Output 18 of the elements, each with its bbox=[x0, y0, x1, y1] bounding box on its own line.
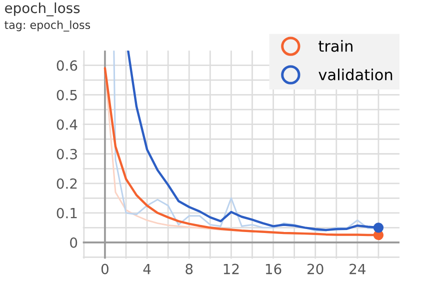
chart-title: epoch_loss bbox=[5, 2, 80, 16]
chart-subtitle: tag: epoch_loss bbox=[4, 20, 90, 32]
x-tick-label: 12 bbox=[224, 264, 239, 274]
y-tick-label: 0.4 bbox=[56, 119, 78, 130]
x-tick-label: 8 bbox=[186, 264, 193, 274]
y-tick-label: 0.2 bbox=[56, 178, 77, 189]
x-tick-label: 24 bbox=[350, 264, 366, 274]
x-tick-label: 0 bbox=[101, 264, 108, 274]
x-tick-label: 20 bbox=[308, 264, 324, 274]
y-tick-label: 0 bbox=[70, 237, 78, 248]
y-tick-label: 0.3 bbox=[56, 148, 77, 160]
x-tick-label: 4 bbox=[143, 264, 151, 274]
legend-label: validation bbox=[318, 68, 392, 80]
y-tick-label: 0.5 bbox=[56, 90, 77, 100]
x-tick-label: 16 bbox=[266, 264, 282, 274]
legend-label: train bbox=[318, 40, 352, 52]
y-tick-label: 0.6 bbox=[56, 60, 78, 71]
y-tick-label: 0.1 bbox=[56, 208, 77, 218]
